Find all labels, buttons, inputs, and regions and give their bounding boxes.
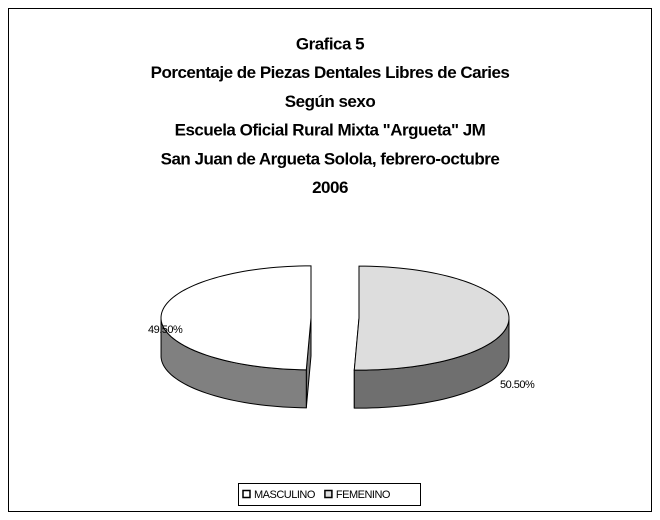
data-label: 49.50% [148,324,183,336]
chart-title: Escuela Oficial Rural Mixta "Argueta" JM [175,121,486,140]
legend-swatch [324,489,333,499]
chart-title: Según sexo [285,92,376,111]
chart-title: San Juan de Argueta Solola, febrero-octu… [161,149,500,168]
data-label: 50.50% [500,379,535,391]
chart-title: 2006 [312,178,348,197]
legend-label: FEMENINO [336,489,391,501]
chart-title: Grafica 5 [296,34,364,53]
legend-label: MASCULINO [254,489,316,501]
slice [160,265,312,371]
chart-title: Porcentaje de Piezas Dentales Libres de … [151,63,510,82]
legend-swatch [242,489,251,499]
slice [353,265,510,371]
chart-frame [8,8,652,512]
